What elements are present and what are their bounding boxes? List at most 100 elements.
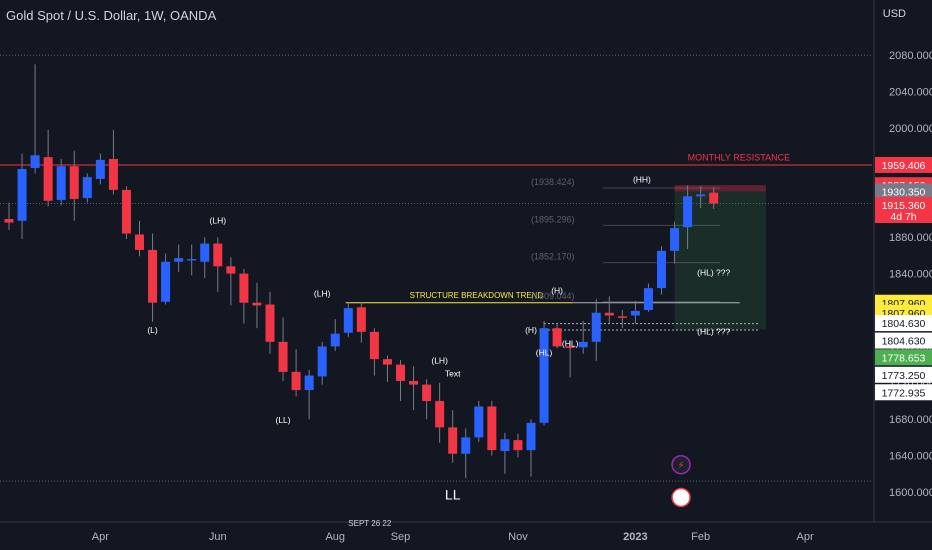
time-tick-label: Feb <box>691 531 710 543</box>
price-tag <box>875 156 932 173</box>
level-label: STRUCTURE BREAKDOWN TREND <box>410 291 544 300</box>
candle-body <box>683 196 693 228</box>
candle-body <box>252 302 262 306</box>
level-label: MONTHLY RESISTANCE <box>688 152 791 162</box>
price-tag <box>875 366 932 383</box>
swing-annotation: (HL) ??? <box>697 327 730 337</box>
price-tag <box>875 183 932 200</box>
candle-body <box>148 249 158 303</box>
price-tick-label: 2080.000 <box>889 50 932 62</box>
swing-annotation: (LL) <box>275 415 290 425</box>
price-tick-label: 1640.000 <box>889 451 932 463</box>
swing-annotation: Text <box>445 368 461 378</box>
candle-body <box>161 261 171 302</box>
candle-body <box>226 266 236 274</box>
price-tag <box>875 332 932 349</box>
price-tick-label: 1680.000 <box>889 414 932 426</box>
swing-annotation: (LH) <box>314 288 331 298</box>
price-tag-value: 1773.250 <box>882 370 926 382</box>
candle-body <box>239 273 249 303</box>
price-tick-label: 1840.000 <box>889 269 932 281</box>
price-tag-value: 1804.630 <box>882 318 926 330</box>
candle-body <box>382 359 392 365</box>
candle-body <box>500 439 510 452</box>
candle-body <box>539 328 549 423</box>
price-tag-countdown: 4d 7h <box>890 211 916 223</box>
currency-label[interactable]: USD <box>882 8 906 20</box>
price-tag-value: 1959.406 <box>882 160 926 172</box>
price-tick-label: 2040.000 <box>889 87 932 99</box>
time-tick-label: Apr <box>796 531 813 543</box>
candle-body <box>670 228 680 251</box>
candle-body <box>187 259 197 261</box>
lightning-icon: ⚡ <box>678 461 685 472</box>
candle-body <box>643 288 653 310</box>
candle-body <box>487 406 497 451</box>
swing-annotation: (H) <box>551 286 563 296</box>
candle-body <box>278 341 288 372</box>
candle-body <box>356 307 366 332</box>
candle-body <box>291 371 301 391</box>
price-tag-value: 1915.360 <box>882 200 926 212</box>
time-tick-label: Apr <box>92 531 109 543</box>
candle-body <box>69 166 79 199</box>
candle-body <box>565 346 575 348</box>
level-label: (1852.170) <box>531 252 575 262</box>
candle-body <box>422 384 432 401</box>
time-tick-label: Sep <box>391 531 411 543</box>
candle-body <box>604 312 614 316</box>
candle-body <box>43 157 53 201</box>
symbol-title[interactable]: Gold Spot / U.S. Dollar, 1W, OANDA <box>6 8 217 23</box>
price-tag-value: 1778.653 <box>882 352 926 364</box>
lower-low-label: LL <box>445 486 461 502</box>
candle-body <box>513 440 523 451</box>
candle-body <box>30 155 40 169</box>
candle-body <box>709 192 719 204</box>
candle-body <box>17 168 27 221</box>
swing-annotation: (HL) <box>536 348 553 358</box>
sept-label: SEPT 26 22 <box>348 519 392 528</box>
candle-body <box>330 333 340 347</box>
candle-body <box>474 406 484 438</box>
price-tick-label: 2000.000 <box>889 123 932 135</box>
time-tick-label: 2023 <box>623 531 647 543</box>
candle-body <box>435 401 445 428</box>
price-tag <box>875 384 932 401</box>
candle-body <box>82 177 92 199</box>
price-tag-value: 1930.350 <box>882 186 926 198</box>
candle-body <box>591 312 601 342</box>
us-flag-icon <box>671 487 691 508</box>
candle-body <box>213 243 223 267</box>
candle-body <box>526 422 536 451</box>
swing-annotation: (LH) <box>210 216 227 226</box>
candle-body <box>396 364 405 381</box>
candle-body <box>578 341 588 348</box>
price-tick-label: 1600.000 <box>889 487 932 499</box>
swing-annotation: (HH) <box>633 175 651 185</box>
swing-annotation: (HL) ??? <box>697 267 730 277</box>
price-tag <box>875 349 932 366</box>
event-lightning-icon <box>671 454 691 475</box>
candle-body <box>369 331 379 360</box>
price-tag <box>875 197 932 224</box>
candle-body <box>461 437 471 454</box>
time-tick-label: Nov <box>508 531 528 543</box>
candle-body <box>200 243 210 262</box>
candle-body <box>135 234 144 250</box>
candle-body <box>56 166 66 200</box>
candle-body <box>448 427 458 454</box>
candle-body <box>265 304 275 342</box>
swing-annotation: (HL) <box>562 338 579 348</box>
candle-body <box>95 159 105 179</box>
time-tick-label: Jun <box>209 531 227 543</box>
time-tick-label: Aug <box>325 531 345 543</box>
candle-body <box>617 316 627 318</box>
candle-body <box>657 250 666 289</box>
swing-annotation: (L) <box>147 325 158 335</box>
price-tick-label: 1880.000 <box>889 232 932 244</box>
candle-body <box>552 328 562 347</box>
candle-body <box>696 194 706 197</box>
candle-body <box>108 158 118 190</box>
price-tag <box>875 315 932 332</box>
